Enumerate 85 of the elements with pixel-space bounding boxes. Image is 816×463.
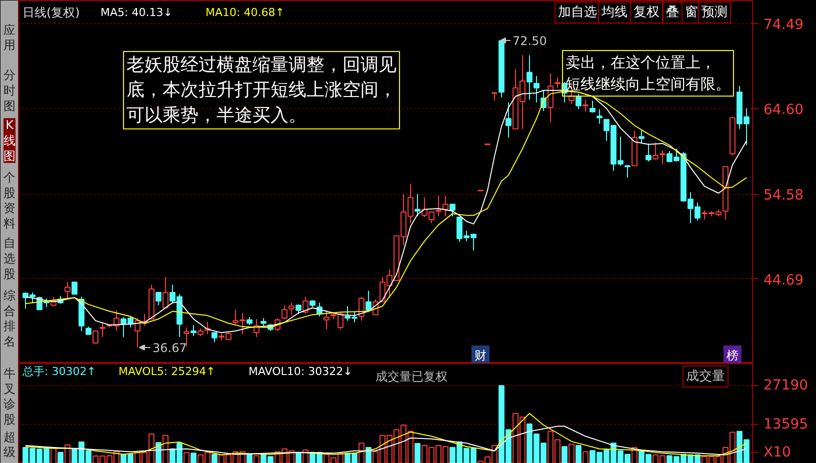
line-series [25,426,747,456]
bar [358,442,364,463]
candlestick [646,142,652,162]
y-tick-label: 44.69 [764,272,804,288]
candlestick [624,164,630,178]
candlestick [190,324,196,337]
annotation: 成交量 [686,368,725,384]
candlestick [156,292,162,306]
annotation: 窗 [685,4,698,20]
annotation: 老妖股经过横盘缩量调整，回调见底，本次拉升打开短线上涨空间，可以乘势，半途买入。 [126,54,396,126]
bar [190,452,196,463]
candlestick [100,322,106,338]
candlestick [92,330,98,344]
bar [58,452,64,463]
candlestick [436,195,442,217]
bar [562,446,568,463]
candlestick [652,142,658,160]
candlestick [450,204,456,217]
y-tick-label: 54.58 [764,188,804,204]
candlestick [296,304,302,314]
candlestick [282,304,288,320]
chart-title: 日线(复权) [22,6,80,20]
bar [576,444,582,463]
candlestick [526,54,532,100]
text: 牛叉诊股 [4,366,16,427]
candlestick [414,193,420,217]
candlestick [324,310,330,330]
text: 超级 [4,430,16,460]
text: MA5: 40.13↓ [100,6,172,19]
candlestick [366,290,372,313]
candlestick [548,72,554,123]
annotation: 卖出，在这个位置上，短线继续向上空间有限。 [566,54,730,94]
text: MAVOL5: 25294↑ [118,365,216,378]
text: 个股资料 [4,170,16,231]
candlestick [638,129,644,144]
line-series [25,412,747,456]
candlestick [534,75,540,103]
y-tick-label: 13595 [764,416,808,433]
bar [568,444,574,463]
candlestick [576,93,582,110]
annotation: 复权 [634,5,660,20]
y-tick-label: 27190 [764,378,808,394]
y-tick-label: X10 [764,444,791,461]
annotation: 加自选 [558,5,597,20]
bar [582,451,588,463]
text: 综合排名 [4,288,16,349]
bar [162,434,168,463]
bar [296,452,302,463]
candlestick [554,77,560,88]
bar [212,454,218,463]
text: 分时图 [4,68,16,113]
candlestick [72,282,78,295]
candlestick [212,332,218,343]
candlestick [442,195,448,217]
candlestick [162,276,168,308]
text: 自选股 [4,236,16,281]
bar [414,442,420,463]
annotation: 均线 [600,5,628,20]
text: 应用 [4,22,16,52]
candlestick [660,150,666,165]
bar [246,454,252,463]
annotation: 预测 [702,5,728,20]
annotation: 财 [474,348,486,362]
bar [50,446,56,463]
y-tick-label: 64.60 [764,102,804,118]
bar [302,450,308,463]
candlestick [302,296,308,314]
annotation: 成交量已复权 [376,370,448,384]
bar [254,455,260,463]
candlestick [582,99,588,112]
candlestick [596,108,602,124]
candlestick [506,102,512,138]
annotation: 36.67 [152,341,187,355]
text: MAVOL10: 30322↓ [248,365,352,378]
y-tick-label: 74.49 [764,17,804,34]
text: 总手: 30302↑ [22,365,96,378]
candlestick [64,282,70,299]
annotation: 榜 [726,348,738,362]
text: MA10: 40.68↑ [206,6,284,19]
annotation: 叠 [666,5,679,20]
annotation: 72.50 [512,34,547,48]
text: K线图 [4,118,16,163]
bar [64,444,70,463]
bar [184,452,190,463]
candlestick [288,302,294,316]
